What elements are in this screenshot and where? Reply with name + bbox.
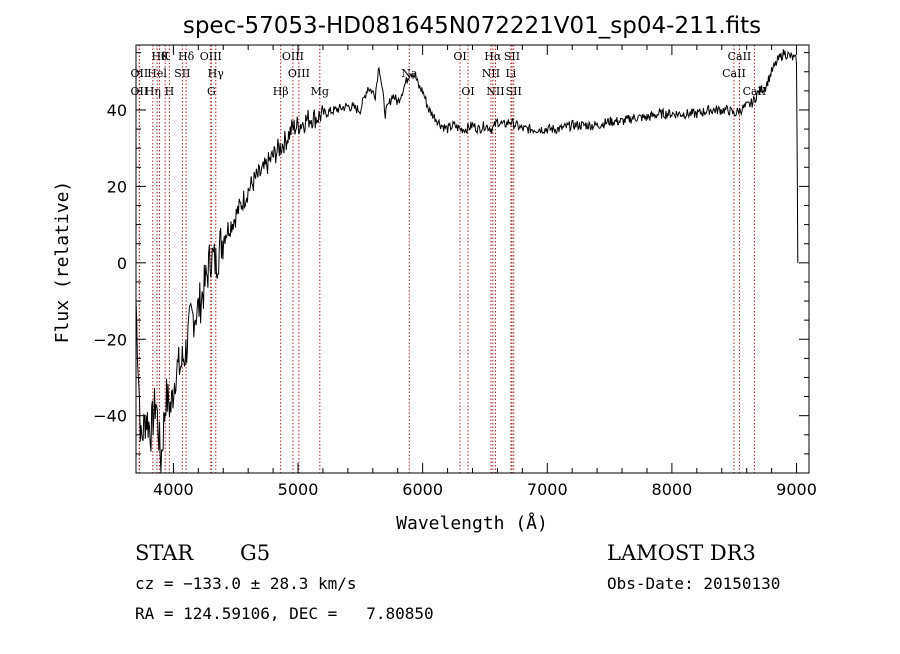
line-marker-label-17: CaII (722, 67, 746, 80)
line-marker-label-9: OII (131, 67, 149, 80)
line-marker-label-6: Hα (484, 50, 502, 63)
line-marker-label-1: K (161, 50, 170, 63)
line-marker-label-11: SII (174, 67, 190, 80)
chart-title: spec-57053-HD081645N072221V01_sp04-211.f… (183, 13, 761, 39)
line-marker-label-15: NII (482, 67, 500, 80)
y-tick-label-6: −40 (93, 407, 127, 426)
line-marker-label-12: Hγ (208, 67, 225, 80)
line-marker-label-18: OII (131, 85, 149, 98)
observation-date: Obs-Date: 20150130 (607, 574, 780, 593)
line-marker-label-5: OI (453, 50, 466, 63)
axis-tick-labels: 4000 5000 6000 7000 8000 9000 −40 −20 0 20 40 (93, 101, 817, 499)
line-marker-label-2: Hδ (178, 50, 195, 63)
x-tick-label-5: 9000 (776, 480, 817, 499)
line-marker-label-25: NII (486, 85, 504, 98)
line-marker-label-26: SII (506, 85, 522, 98)
line-marker-label-3: OIII (200, 50, 222, 63)
axis-ticks (136, 45, 809, 473)
x-axis-label: Wavelength (Å) (396, 512, 548, 534)
line-marker-label-20: H (165, 85, 175, 98)
x-tick-label-3: 7000 (527, 480, 568, 499)
object-subclass: G5 (240, 541, 270, 565)
ra-dec: RA = 124.59106, DEC = 7.80850 (135, 604, 434, 623)
line-marker-label-23: Mg (311, 85, 329, 98)
line-marker-label-0: Hθ (151, 50, 168, 63)
line-marker-label-10: Hel (147, 67, 167, 80)
line-marker-label-21: G (207, 85, 216, 98)
line-marker-label-16: Li (505, 67, 516, 80)
line-marker-label-22: Hβ (273, 85, 289, 98)
redshift-cz: cz = −133.0 ± 28.3 km/s (135, 574, 357, 593)
object-type: STAR (135, 541, 194, 565)
y-tick-label-9: 20 (107, 177, 127, 196)
line-marker-label-19: Hη (145, 85, 161, 98)
plot-frame (135, 44, 810, 474)
line-marker-label-24: OI (461, 85, 474, 98)
line-marker-label-7: SII (504, 50, 520, 63)
line-marker-label-8: CaII (728, 50, 752, 63)
y-axis-label: Flux (relative) (52, 181, 73, 344)
x-tick-label-4: 8000 (652, 480, 693, 499)
line-marker-label-4: OIII (282, 50, 304, 63)
spectrum-line (135, 49, 799, 474)
x-tick-label-0: 4000 (153, 480, 194, 499)
line-markers (138, 45, 755, 473)
x-tick-label-1: 5000 (278, 480, 319, 499)
survey-name: LAMOST DR3 (607, 541, 756, 565)
x-tick-label-2: 6000 (402, 480, 443, 499)
y-tick-label-7: −20 (93, 330, 127, 349)
y-tick-label-8: 0 (117, 254, 127, 273)
line-marker-label-13: OIII (288, 67, 310, 80)
y-tick-label-10: 40 (107, 101, 127, 120)
